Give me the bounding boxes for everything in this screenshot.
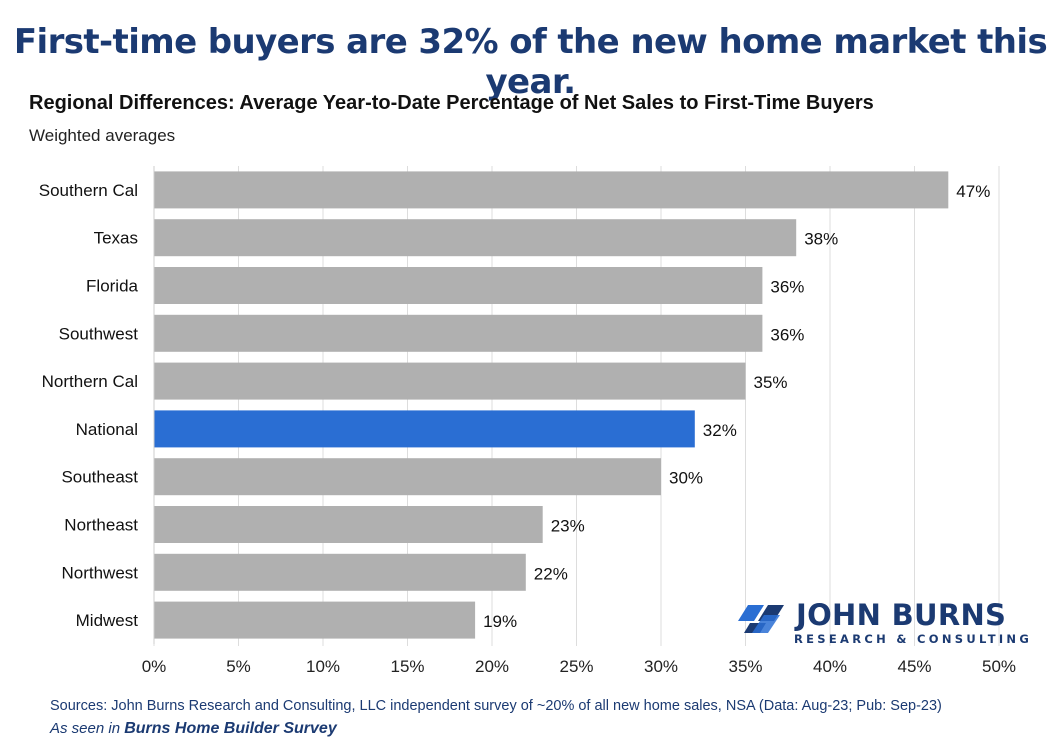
logo-mark-icon (738, 605, 784, 633)
category-label: Northeast (64, 516, 138, 535)
value-label: 30% (669, 469, 703, 488)
value-label: 22% (534, 564, 568, 583)
category-label: Southwest (59, 324, 139, 343)
value-label: 35% (754, 373, 788, 392)
bar (154, 219, 797, 257)
x-tick-label: 50% (982, 657, 1016, 676)
x-tick-label: 30% (644, 657, 678, 676)
chart-subtitle: Weighted averages (29, 126, 176, 145)
seen-in-publication: Burns Home Builder Survey (124, 720, 337, 737)
logo-name: JOHN BURNS (796, 598, 1007, 632)
x-tick-label: 40% (813, 657, 847, 676)
bar-chart: 0% 5% 10% 15% 20% 25% 30% 35% 40% 45% 50% Southern … (39, 166, 1016, 676)
category-label: Northwest (61, 563, 138, 582)
x-tick-label: 20% (475, 657, 509, 676)
category-label: Midwest (76, 611, 139, 630)
value-label: 38% (804, 230, 838, 249)
category-label: Florida (86, 277, 139, 296)
seen-in-prefix: As seen in (50, 720, 121, 737)
value-label: 36% (770, 325, 804, 344)
value-label: 23% (551, 517, 585, 536)
bar (154, 601, 476, 639)
category-label: Northern Cal (42, 372, 138, 391)
company-logo: JOHN BURNS RESEARCH & CONSULTING (738, 598, 1038, 650)
chart-title: Regional Differences: Average Year-to-Da… (29, 92, 874, 114)
bar (154, 410, 695, 448)
x-tick-label: 45% (897, 657, 931, 676)
x-tick-label: 0% (142, 657, 167, 676)
category-label: Southern Cal (39, 181, 138, 200)
x-tick-label: 15% (390, 657, 424, 676)
x-tick-label: 25% (559, 657, 593, 676)
seen-in-note: As seen in Burns Home Builder Survey (50, 720, 337, 738)
x-tick-label: 5% (226, 657, 251, 676)
category-label: National (76, 420, 138, 439)
category-label: Southeast (61, 468, 138, 487)
bar (154, 553, 526, 591)
bar (154, 314, 763, 352)
bar (154, 171, 949, 209)
logo-tagline: RESEARCH & CONSULTING (794, 632, 1033, 646)
bar (154, 458, 661, 496)
x-tick-label: 35% (728, 657, 762, 676)
value-label: 36% (770, 278, 804, 297)
x-tick-label: 10% (306, 657, 340, 676)
headline: First-time buyers are 32% of the new hom… (13, 22, 1048, 102)
bar (154, 506, 543, 543)
bar (154, 362, 746, 400)
value-label: 32% (703, 421, 737, 440)
category-label: Texas (94, 229, 138, 248)
value-label: 47% (956, 182, 990, 201)
bar (154, 267, 763, 304)
source-note: Sources: John Burns Research and Consult… (50, 698, 942, 714)
value-label: 19% (483, 612, 517, 631)
